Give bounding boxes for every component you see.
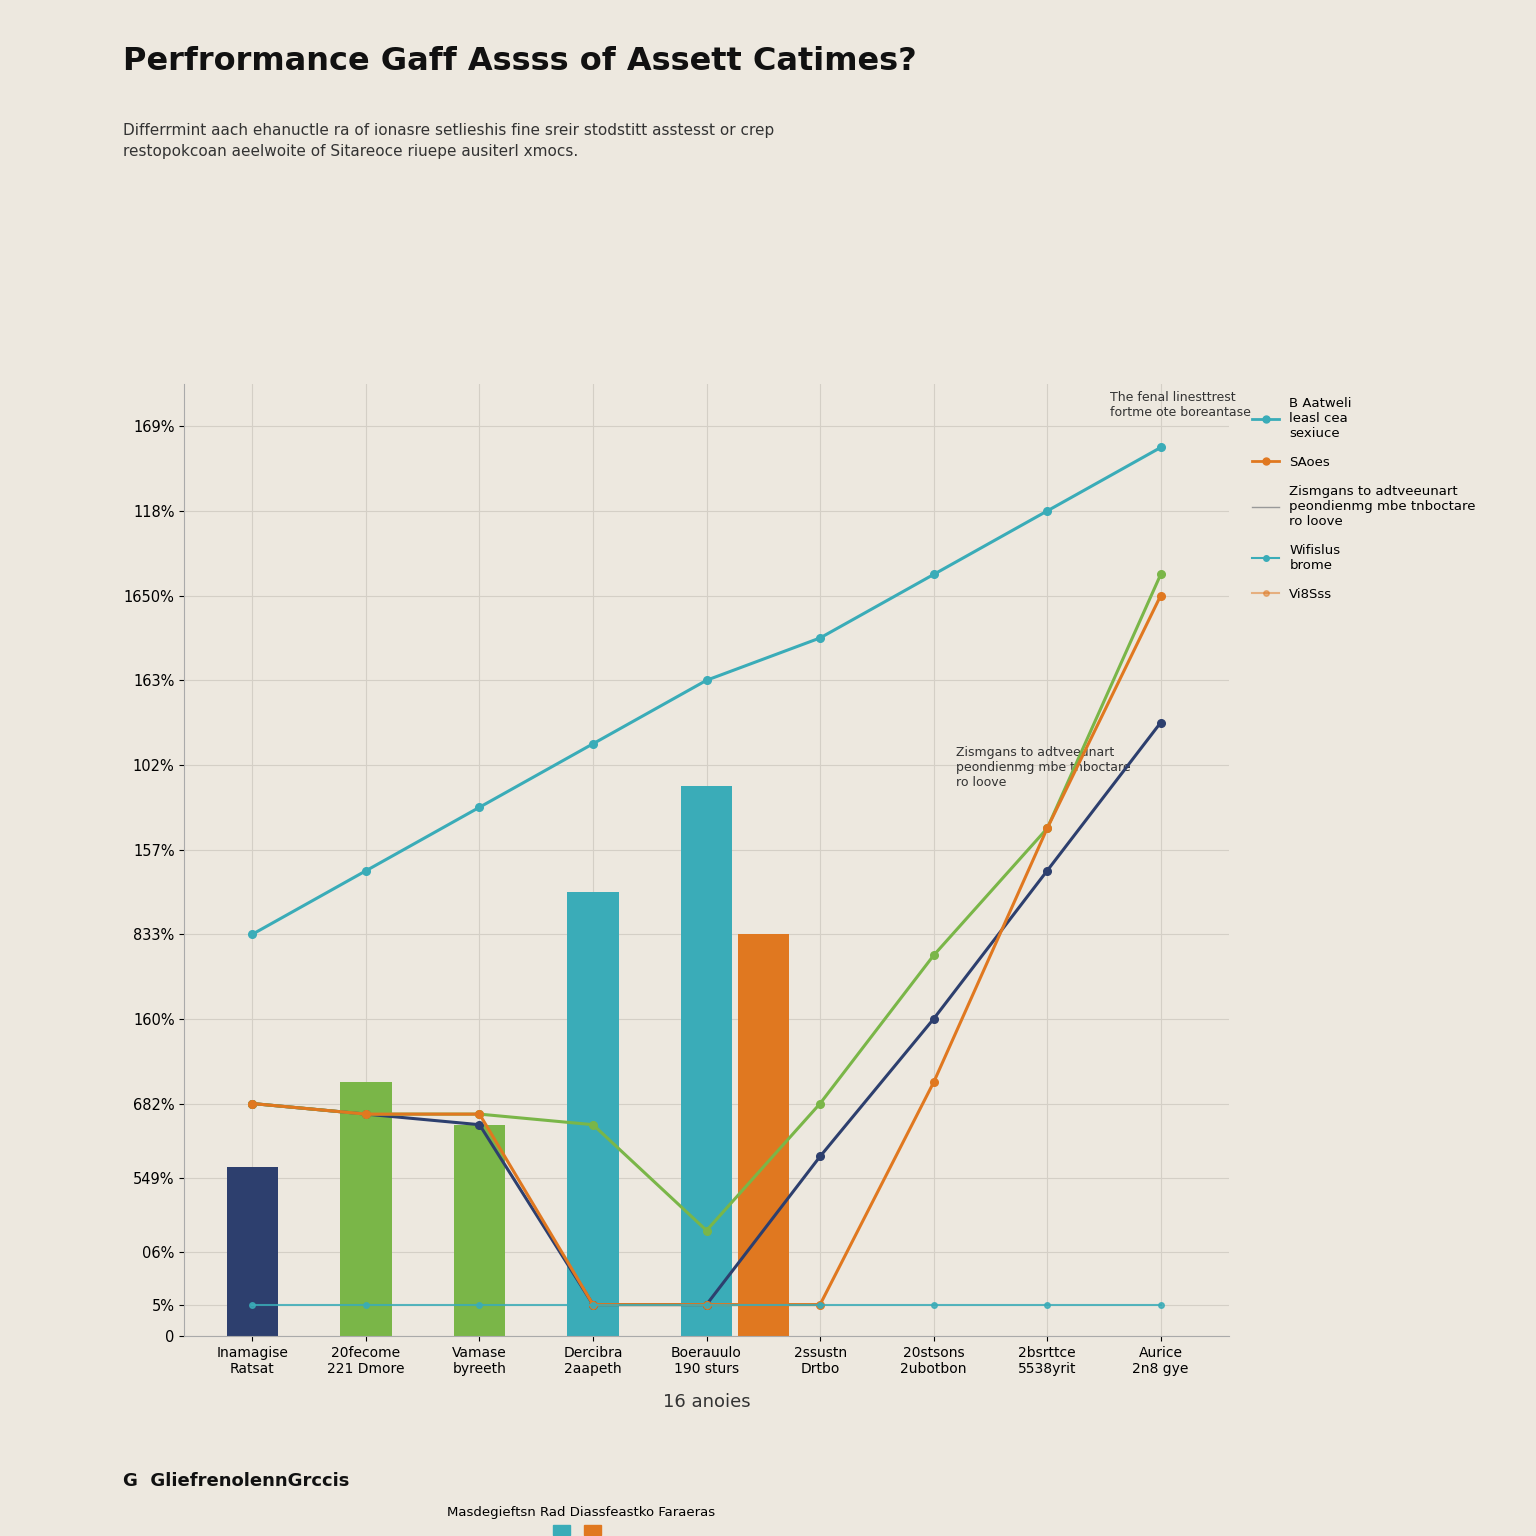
Legend: , : , (442, 1502, 720, 1536)
Bar (737, 934, 790, 1336)
Text: Perfrormance Gaff Assss of Assett Catimes?: Perfrormance Gaff Assss of Assett Catime… (123, 46, 917, 77)
Bar (341, 1083, 392, 1336)
Text: G  GliefrenolennGrccis: G GliefrenolennGrccis (123, 1471, 349, 1490)
X-axis label: 16 anoies: 16 anoies (662, 1393, 751, 1412)
Bar (680, 786, 733, 1336)
Text: The fenal linesttrest
fortme ote boreantase: The fenal linesttrest fortme ote boreant… (1109, 390, 1250, 419)
Text: Zismgans to adtveeunart
peondienmg mbe tnboctare
ro loove: Zismgans to adtveeunart peondienmg mbe t… (957, 746, 1130, 790)
Bar (567, 892, 619, 1336)
Bar (455, 1124, 505, 1336)
Text: Differrmint aach ehanuctle ra of ionasre setlieshis fine sreir stodstitt asstess: Differrmint aach ehanuctle ra of ionasre… (123, 123, 774, 158)
Bar (227, 1167, 278, 1336)
